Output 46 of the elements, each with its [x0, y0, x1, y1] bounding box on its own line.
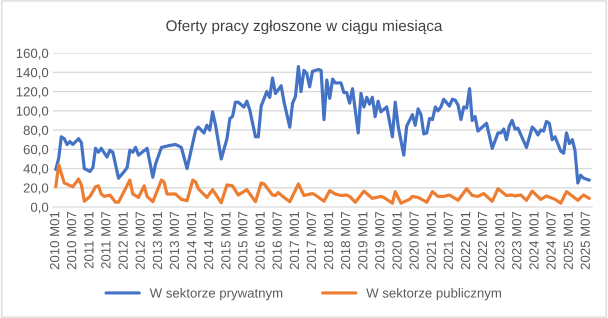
y-tick-label: 60,0 — [24, 144, 48, 156]
x-tick-label: 2022 M01 — [460, 212, 470, 270]
x-tick-label: 2015 M07 — [238, 212, 248, 270]
line-series — [54, 64, 591, 185]
x-tick-label: 2016 M01 — [255, 212, 265, 270]
x-tick-label: 2013 M07 — [170, 212, 180, 270]
x-tick-label: 2010 M01 — [50, 212, 60, 270]
x-tick-label: 2013 M01 — [152, 212, 162, 270]
x-tick-label: 2017 M01 — [290, 212, 300, 270]
line-series — [54, 163, 591, 205]
x-tick-label: 2011 M07 — [101, 212, 111, 268]
x-tick-label: 2018 M01 — [324, 212, 334, 270]
x-tick-label: 2020 M07 — [409, 212, 419, 270]
x-tick-label: 2023 M07 — [512, 212, 522, 270]
legend-label: W sektorze prywatnym — [150, 288, 282, 300]
x-tick-label: 2021 M07 — [444, 212, 453, 270]
x-tick-label: 2024 M01 — [529, 212, 539, 270]
x-tick-label: 2014 M07 — [204, 212, 214, 270]
x-tick-label: 2012 M07 — [135, 212, 145, 270]
x-tick-label: 2025 M01 — [564, 212, 573, 270]
y-tick-label: 160,0 — [16, 48, 48, 60]
x-tick-label: 2010 M07 — [66, 212, 76, 270]
x-tick-label: 2023 M01 — [495, 212, 504, 270]
x-tick-label: 2011 M01 — [84, 212, 94, 268]
y-tick-label: 20,0 — [24, 183, 48, 194]
x-tick-label: 2012 M01 — [118, 212, 128, 270]
x-tick-label: 2014 M01 — [186, 212, 196, 270]
x-tick-label: 2022 M07 — [478, 212, 488, 270]
y-tick-label: 140,0 — [16, 68, 48, 79]
x-tick-label: 2015 M01 — [221, 212, 231, 270]
x-tick-label: 2025 M07 — [580, 212, 590, 270]
x-tick-label: 2017 M07 — [306, 212, 316, 270]
x-tick-label: 2019 M07 — [375, 212, 384, 270]
y-tick-label: 100,0 — [16, 106, 48, 118]
y-tick-label: 80,0 — [24, 126, 48, 137]
y-tick-label: 120,0 — [16, 87, 48, 98]
chart-title: Oferty pracy zgłoszone w ciągu miesiąca — [166, 20, 442, 34]
x-tick-label: 2016 M07 — [272, 212, 282, 270]
x-tick-label: 2024 M07 — [546, 212, 556, 270]
y-tick-label: 40,0 — [23, 164, 48, 176]
x-tick-label: 2019 M01 — [358, 212, 368, 270]
x-tick-label: 2021 M01 — [426, 212, 436, 270]
x-tick-label: 2020 M01 — [392, 212, 402, 270]
legend-label: W sektorze publicznym — [366, 288, 502, 300]
x-tick-label: 2018 M07 — [340, 212, 350, 270]
y-tick-label: 0,0 — [30, 202, 48, 214]
